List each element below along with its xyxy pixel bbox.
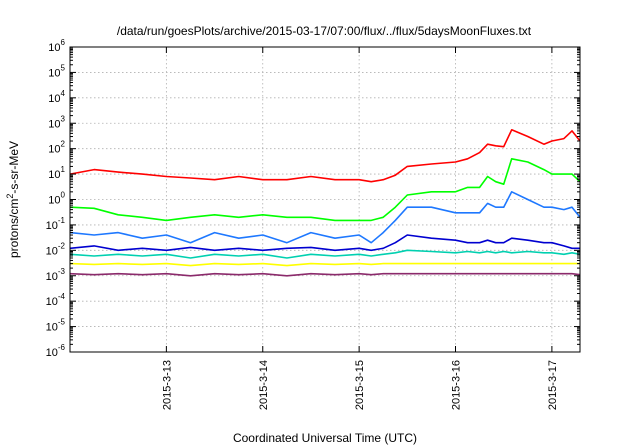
y-tick-label: 105 (48, 63, 65, 79)
ticks: 10-6 10-5 10-4 10-3 10-2 10-1 100 101 102 103 104 1… (46, 38, 580, 410)
y-tick-label: 106 (48, 38, 65, 54)
series-group (69, 129, 581, 277)
chart-title: /data/run/goesPlots/archive/2015-03-17/0… (117, 24, 532, 38)
y-tick-label: 10-6 (46, 343, 66, 359)
y-tick-label: 104 (48, 89, 65, 105)
y-tick-label: 102 (48, 140, 65, 156)
y-tick-label: 100 (48, 191, 65, 207)
y-tick-label: 10-1 (46, 216, 66, 232)
x-tick-label: 2015-3-16 (451, 360, 463, 410)
series-line-7 (69, 272, 581, 277)
x-tick-label: 2015-3-13 (161, 360, 173, 410)
series-line-5 (69, 249, 581, 259)
y-tick-label: 10-2 (46, 241, 66, 257)
x-tick-label: 2015-3-17 (547, 360, 559, 410)
y-tick-label: 103 (48, 114, 65, 130)
svg-text:protons/cm2-s-sr-MeV: protons/cm2-s-sr-MeV (5, 141, 21, 258)
series-line-4 (69, 234, 580, 252)
series-line-1 (69, 129, 581, 183)
y-axis-title: protons/cm2-s-sr-MeV (5, 141, 21, 258)
y-tick-label: 10-3 (46, 267, 66, 283)
series-line-2 (69, 158, 581, 222)
x-axis-title: Coordinated Universal Time (UTC) (233, 431, 417, 445)
y-tick-label: 10-5 (46, 318, 66, 334)
series-line-6 (69, 262, 580, 267)
series-line-3 (69, 191, 581, 244)
grid (70, 47, 580, 352)
y-tick-label: 10-4 (46, 292, 66, 308)
x-tick-label: 2015-3-15 (354, 360, 366, 410)
y-tick-label: 101 (48, 165, 65, 181)
x-tick-label: 2015-3-14 (258, 360, 270, 410)
